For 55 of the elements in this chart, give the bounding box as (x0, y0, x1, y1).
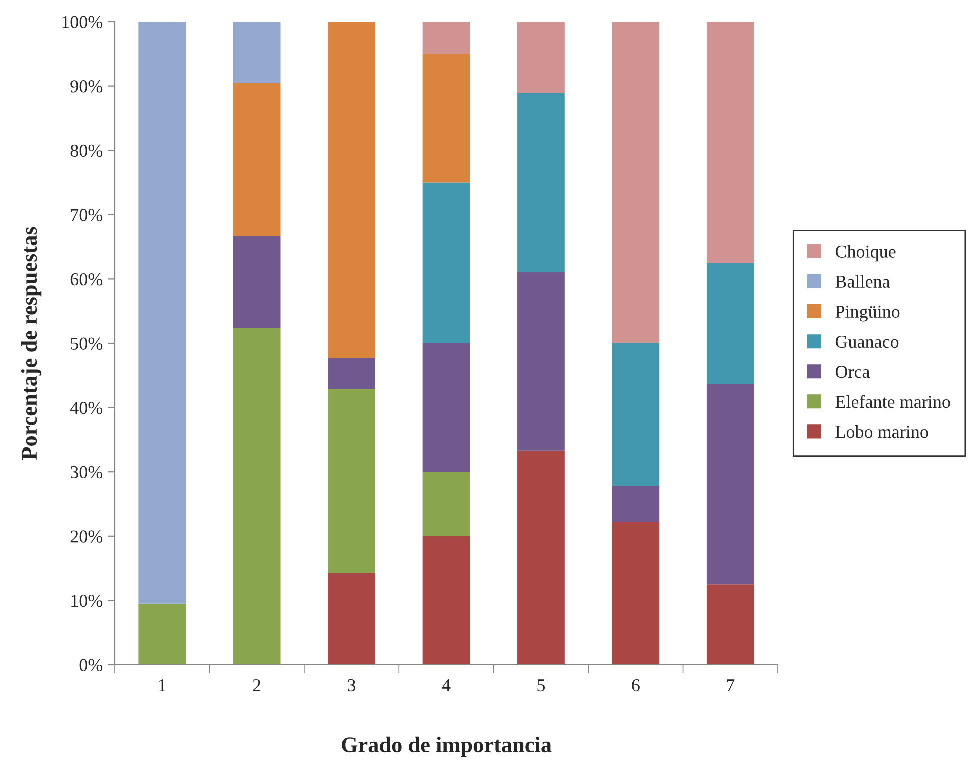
y-axis-title: Porcentaje de respuestas (21, 227, 42, 460)
x-tick-label: 7 (727, 680, 735, 692)
bar (138, 604, 186, 665)
bar (422, 344, 470, 472)
y-tick-label: 10% (72, 594, 103, 608)
bar (233, 83, 281, 236)
y-tick-label: 80% (70, 144, 103, 158)
bar (612, 344, 660, 486)
y-tick-label: 40% (70, 402, 103, 414)
bar (328, 389, 376, 574)
y-tick-label: 100% (62, 16, 103, 28)
legend-label: Pingüino (836, 306, 900, 322)
y-tick-label: 20% (70, 530, 103, 543)
bar (706, 22, 754, 264)
bar (612, 486, 660, 522)
legend-label: Lobo marino (836, 425, 928, 438)
bar (518, 22, 565, 94)
y-tick-label: 50% (71, 338, 103, 350)
bar (328, 358, 376, 390)
y-tick-label: 70% (71, 209, 103, 222)
x-axis-title: Grado de importancia (342, 736, 552, 758)
bar (233, 22, 281, 84)
bar (706, 584, 754, 665)
y-tick-label: 30% (70, 466, 103, 479)
y-tick-label: 90% (70, 80, 103, 93)
bar (422, 182, 470, 344)
x-tick-label: 2 (253, 679, 261, 692)
x-tick-label: 6 (632, 679, 640, 692)
bar (612, 22, 660, 344)
x-tick-label: 4 (442, 680, 451, 692)
y-tick-label: 60% (70, 273, 103, 286)
bar (328, 573, 376, 665)
bar (518, 272, 565, 451)
bar (233, 236, 281, 328)
x-tick-label: 1 (159, 680, 166, 692)
bar (706, 384, 754, 585)
bar (706, 263, 754, 384)
x-tick-label: 3 (348, 679, 356, 692)
legend-label: Ballena (836, 275, 890, 288)
bar (422, 54, 470, 183)
bar (233, 328, 281, 665)
legend-label: Guanaco (836, 336, 899, 348)
bar (518, 93, 565, 272)
legend-label: Orca (836, 366, 870, 378)
bar (518, 450, 565, 665)
bar (328, 22, 376, 358)
bar (612, 522, 660, 665)
bar (422, 472, 470, 536)
bar (422, 536, 470, 665)
bar (422, 22, 470, 54)
legend-label: Choique (836, 245, 896, 262)
bar (138, 22, 186, 604)
x-tick-label: 5 (538, 680, 546, 692)
legend-label: Elefante marino (836, 395, 950, 408)
y-tick-label: 0% (80, 659, 103, 672)
